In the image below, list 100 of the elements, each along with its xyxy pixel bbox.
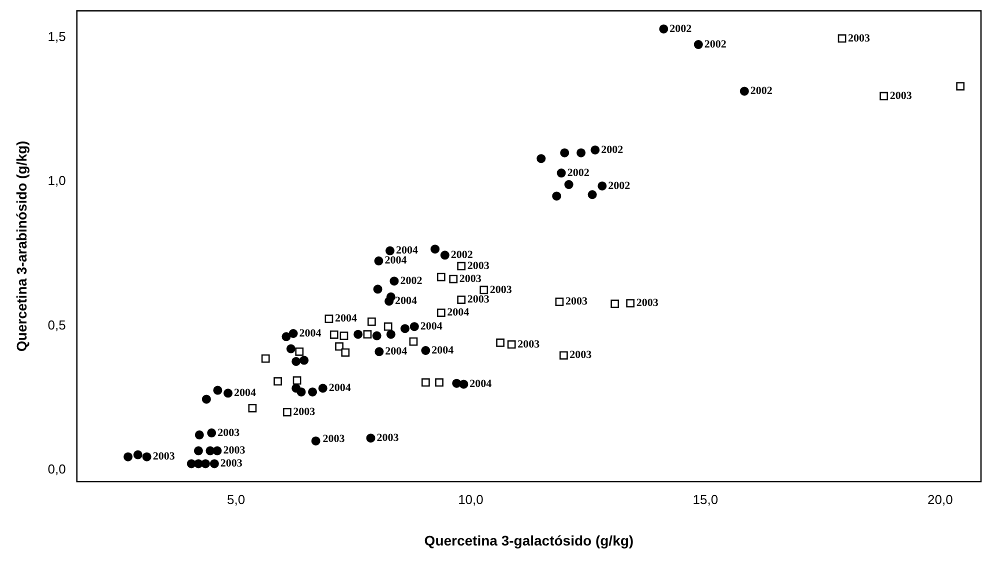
point bbox=[300, 356, 309, 365]
point bbox=[421, 346, 430, 355]
point bbox=[436, 308, 446, 317]
point bbox=[324, 314, 334, 323]
y-tick-label: 1,5 bbox=[48, 29, 66, 44]
annotation: 2002 bbox=[400, 274, 423, 287]
point bbox=[459, 380, 468, 389]
point bbox=[694, 40, 703, 50]
point bbox=[292, 376, 302, 385]
point bbox=[261, 354, 270, 363]
point bbox=[248, 404, 257, 412]
annotation: 2004 bbox=[396, 244, 418, 257]
point bbox=[224, 388, 233, 398]
point bbox=[374, 347, 384, 356]
y-axis-title: Quercetina 3-arabinósido (g/kg) bbox=[13, 140, 30, 352]
point bbox=[556, 168, 566, 178]
point bbox=[435, 378, 444, 387]
point bbox=[274, 377, 282, 386]
x-tick-label: 5,0 bbox=[226, 492, 246, 507]
point bbox=[956, 82, 965, 90]
point bbox=[296, 387, 306, 396]
annotation: 2004 bbox=[420, 320, 443, 332]
point bbox=[308, 387, 318, 396]
annotation: 2004 bbox=[328, 382, 352, 394]
annotation: 2003 bbox=[467, 260, 490, 272]
point bbox=[282, 408, 292, 416]
point bbox=[610, 300, 620, 308]
point bbox=[430, 244, 440, 254]
point bbox=[367, 318, 376, 326]
x-tick-label: 10,0 bbox=[458, 492, 484, 507]
point bbox=[363, 330, 372, 339]
point bbox=[384, 296, 394, 306]
point bbox=[552, 192, 562, 201]
annotation: 2003 bbox=[848, 32, 871, 44]
point bbox=[318, 384, 328, 393]
point bbox=[555, 298, 564, 306]
annotation: 2003 bbox=[467, 294, 490, 306]
annotation: 2003 bbox=[293, 406, 316, 418]
point bbox=[385, 246, 394, 256]
point bbox=[366, 434, 376, 443]
point bbox=[341, 348, 350, 357]
annotation: 2004 bbox=[432, 344, 454, 356]
point bbox=[536, 154, 546, 164]
annotation: 2003 bbox=[218, 426, 240, 439]
y-tick-label: 0,0 bbox=[48, 461, 66, 476]
point bbox=[436, 272, 446, 282]
point bbox=[194, 446, 203, 456]
annotation: 2002 bbox=[608, 180, 631, 192]
annotation: 2002 bbox=[704, 38, 727, 50]
annotation: 2003 bbox=[223, 444, 246, 457]
y-tick-label: 1,0 bbox=[48, 173, 66, 188]
point bbox=[213, 386, 222, 395]
point bbox=[457, 296, 466, 304]
annotation: 2003 bbox=[376, 432, 400, 444]
point bbox=[480, 286, 488, 294]
point bbox=[295, 347, 304, 356]
x-axis-title: Quercetina 3-galactósido (g/kg) bbox=[424, 532, 634, 548]
point bbox=[384, 322, 392, 331]
point bbox=[340, 332, 348, 340]
annotation: 2002 bbox=[670, 22, 692, 35]
point bbox=[576, 148, 586, 158]
annotation: 2004 bbox=[299, 327, 322, 340]
y-tick-label: 0,5 bbox=[48, 317, 66, 332]
point bbox=[659, 24, 668, 34]
point bbox=[124, 452, 133, 462]
annotation: 2004 bbox=[447, 306, 470, 319]
point bbox=[330, 330, 338, 339]
point bbox=[282, 332, 291, 342]
annotation: 2002 bbox=[450, 248, 474, 261]
point bbox=[207, 428, 216, 438]
x-tick-label: 15,0 bbox=[692, 492, 718, 507]
point bbox=[354, 330, 363, 339]
point bbox=[588, 190, 597, 200]
annotation: 2003 bbox=[490, 284, 512, 296]
annotation: 2004 bbox=[395, 295, 418, 308]
annotation: 2003 bbox=[152, 450, 176, 463]
point bbox=[288, 329, 298, 338]
point bbox=[410, 322, 419, 332]
point bbox=[564, 180, 574, 190]
point bbox=[142, 452, 152, 462]
point bbox=[880, 92, 888, 100]
annotation: 2003 bbox=[322, 432, 346, 445]
annotation: 2002 bbox=[567, 166, 590, 179]
annotation: 2003 bbox=[636, 297, 659, 310]
point bbox=[311, 436, 320, 446]
annotation: 2003 bbox=[890, 90, 912, 102]
annotation: 2004 bbox=[234, 386, 257, 399]
point bbox=[457, 262, 466, 270]
annotation: 2002 bbox=[601, 144, 624, 156]
point bbox=[449, 274, 458, 284]
point bbox=[740, 86, 749, 96]
point bbox=[400, 324, 410, 334]
annotation: 2004 bbox=[384, 254, 408, 267]
point bbox=[212, 446, 222, 456]
point bbox=[133, 450, 142, 460]
point bbox=[202, 394, 211, 404]
point bbox=[210, 459, 219, 468]
annotation: 2004 bbox=[470, 378, 492, 390]
point bbox=[409, 337, 418, 346]
point bbox=[626, 299, 635, 308]
